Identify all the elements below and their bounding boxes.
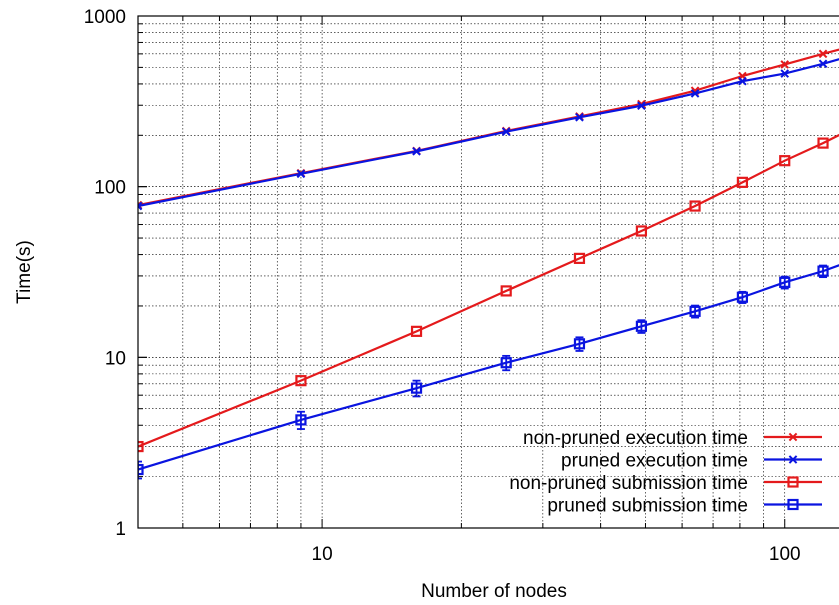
marker-stroke: [780, 60, 790, 69]
marker-stroke: [575, 112, 584, 122]
legend-label: pruned execution time: [561, 451, 748, 472]
data-point: [295, 414, 307, 426]
data-point: [635, 320, 648, 332]
data-point: [573, 338, 586, 350]
data-point: [138, 440, 144, 453]
marker-stroke: [780, 69, 790, 78]
marker-stroke: [738, 76, 747, 86]
series-0: [138, 48, 839, 210]
data-point: [635, 225, 648, 237]
x-tick-label: 100: [769, 544, 801, 565]
legend-entry-0: non-pruned execution time: [523, 428, 822, 449]
marker-stroke: [788, 432, 798, 442]
marker-stroke: [501, 127, 511, 136]
data-point: [296, 169, 306, 179]
data-point: [690, 89, 700, 98]
series-1: [138, 58, 839, 211]
data-point: [780, 69, 790, 78]
data-point: [818, 49, 828, 59]
legend-entry-2: non-pruned submission time: [509, 473, 822, 494]
data-point: [501, 127, 511, 136]
data-point: [412, 147, 421, 156]
legend-label: pruned submission time: [547, 496, 748, 517]
data-point: [410, 325, 423, 337]
data-point: [689, 200, 701, 212]
y-tick-label: 1000: [84, 7, 126, 28]
y-tick-label: 1: [115, 519, 126, 540]
data-point: [637, 101, 646, 111]
data-point: [500, 285, 512, 297]
data-point: [817, 265, 829, 277]
marker-stroke: [818, 49, 828, 59]
marker-stroke: [788, 455, 798, 464]
legend-label: non-pruned submission time: [509, 473, 748, 494]
plot-frame: [137, 15, 839, 529]
data-point: [779, 155, 791, 167]
series-2: [138, 133, 839, 453]
data-point: [818, 59, 828, 69]
data-point: [689, 305, 701, 317]
marker-stroke: [690, 89, 700, 98]
data-point: [736, 176, 748, 188]
data-point: [736, 291, 748, 303]
plot-series: [138, 48, 839, 480]
marker-stroke: [818, 59, 828, 69]
legend-marker: [787, 498, 799, 511]
legend-marker: [788, 432, 798, 442]
legend-label: non-pruned execution time: [523, 428, 748, 449]
marker-stroke: [138, 204, 143, 211]
series-line: [138, 133, 839, 448]
data-point: [138, 201, 143, 211]
data-point: [138, 463, 144, 476]
data-point: [780, 60, 790, 69]
marker-stroke: [412, 147, 421, 156]
data-point: [410, 382, 423, 394]
y-tick-label: 100: [94, 178, 126, 199]
marker-stroke: [138, 201, 143, 208]
marker-stroke: [637, 101, 646, 111]
series-line: [138, 48, 839, 207]
data-point: [573, 252, 586, 264]
data-point: [817, 137, 829, 149]
legend-entry-3: pruned submission time: [547, 496, 822, 517]
data-point: [295, 375, 307, 387]
legend-marker: [788, 455, 798, 464]
legend-marker: [787, 476, 799, 488]
data-point: [779, 276, 791, 288]
tick-labels: 1 10 100 1000 10 100: [84, 7, 801, 565]
data-point: [738, 76, 747, 86]
data-point: [500, 357, 512, 369]
x-axis-label: Number of nodes: [421, 581, 567, 602]
x-tick-label: 10: [312, 544, 333, 565]
marker-stroke: [296, 169, 306, 179]
series-line: [138, 58, 839, 208]
data-point: [575, 112, 584, 122]
series-3: [138, 264, 839, 480]
legend-entry-1: pruned execution time: [561, 451, 822, 472]
y-tick-label: 10: [105, 348, 126, 369]
y-axis-label: Time(s): [14, 240, 35, 304]
error-bar: [138, 460, 142, 480]
